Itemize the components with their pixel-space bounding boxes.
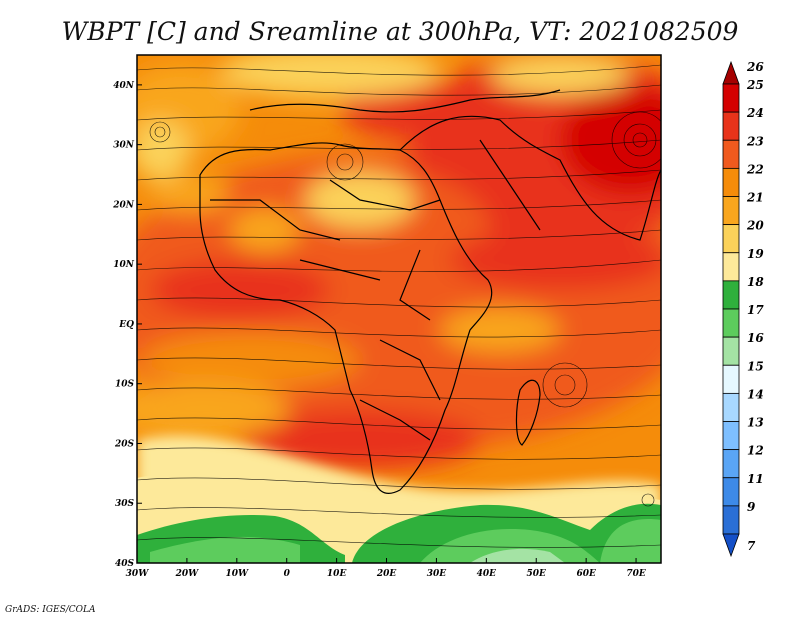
- lat-tick-label: EQ: [118, 320, 134, 330]
- lat-tick-label: 10S: [115, 380, 135, 390]
- colorbar-segment: [722, 111, 740, 141]
- colorbar: 26 25 24 23 22 21 20 19 18 17 16 15 14 13 12 11 9 7: [722, 60, 764, 558]
- colorbar-label: 18: [747, 275, 764, 289]
- colorbar-top-arrow: [722, 60, 740, 85]
- lon-tick-label: 30E: [427, 569, 447, 579]
- credit-label: GrADS: IGES/COLA: [5, 605, 96, 615]
- colorbar-segment: [722, 336, 740, 366]
- lon-tick-label: 70E: [626, 569, 646, 579]
- lon-tick-label: 10E: [327, 569, 347, 579]
- colorbar-label: 24: [746, 106, 764, 120]
- lon-tick-label: 0: [284, 569, 291, 579]
- lat-tick-label: 20N: [112, 200, 135, 210]
- colorbar-segment: [722, 364, 740, 394]
- colorbar-label: 7: [747, 539, 756, 553]
- colorbar-segment: [722, 167, 740, 197]
- longitude-axis: 30W 20W 10W 0 10E 20E 30E 40E 50E 60E 70E: [126, 558, 646, 579]
- colorbar-label: 21: [746, 191, 764, 205]
- colorbar-label: 23: [746, 134, 764, 148]
- latitude-axis: 40N 30N 20N 10N EQ 10S 20S 30S 40S: [112, 81, 142, 569]
- colorbar-label: 20: [746, 219, 764, 233]
- colorbar-label: 16: [747, 331, 764, 345]
- lat-tick-label: 20S: [114, 439, 135, 449]
- colorbar-label: 19: [747, 247, 764, 261]
- colorbar-label: 25: [746, 78, 764, 92]
- colorbar-segment: [722, 421, 740, 451]
- lat-tick-label: 40N: [113, 81, 135, 91]
- lat-tick-label: 30S: [115, 499, 135, 509]
- colorbar-label: 12: [747, 444, 764, 458]
- lon-tick-label: 50E: [527, 569, 547, 579]
- plot-frame: [136, 54, 662, 564]
- coastline-overlay: [199, 89, 661, 494]
- colorbar-segment: [722, 280, 740, 310]
- colorbar-label: 14: [747, 387, 764, 401]
- colorbar-label: 26: [746, 60, 764, 74]
- lon-tick-label: 20E: [376, 569, 397, 579]
- figure-title: WBPT [C] and Sreamline at 300hPa, VT: 20…: [62, 17, 739, 46]
- lat-tick-label: 10N: [113, 260, 135, 270]
- colorbar-label: 9: [747, 500, 756, 514]
- colorbar-segment: [722, 83, 740, 113]
- lon-tick-label: 10W: [225, 569, 249, 579]
- colorbar-segment: [722, 505, 740, 535]
- colorbar-label: 11: [747, 472, 764, 486]
- colorbar-label: 22: [746, 162, 764, 176]
- colorbar-bottom-arrow: [722, 533, 740, 558]
- colorbar-segment: [722, 392, 740, 422]
- lon-tick-label: 30W: [126, 569, 150, 579]
- colorbar-label: 17: [747, 303, 764, 317]
- lon-tick-label: 60E: [576, 569, 596, 579]
- colorbar-segment: [722, 252, 740, 282]
- colorbar-segment: [722, 308, 740, 338]
- lon-tick-label: 20W: [175, 569, 200, 579]
- lat-tick-label: 40S: [115, 559, 135, 569]
- colorbar-segment: [722, 477, 740, 507]
- lon-tick-label: 40E: [477, 569, 497, 579]
- streamlines-overlay: [137, 64, 661, 548]
- colorbar-segment: [722, 449, 740, 479]
- plot-area: [137, 55, 661, 563]
- colorbar-label: 15: [747, 359, 764, 373]
- lat-tick-label: 30N: [113, 141, 135, 151]
- wbpt-field: [137, 55, 661, 563]
- colorbar-label: 13: [747, 416, 764, 430]
- colorbar-segment: [722, 224, 740, 254]
- colorbar-segment: [722, 196, 740, 226]
- colorbar-segment: [722, 139, 740, 169]
